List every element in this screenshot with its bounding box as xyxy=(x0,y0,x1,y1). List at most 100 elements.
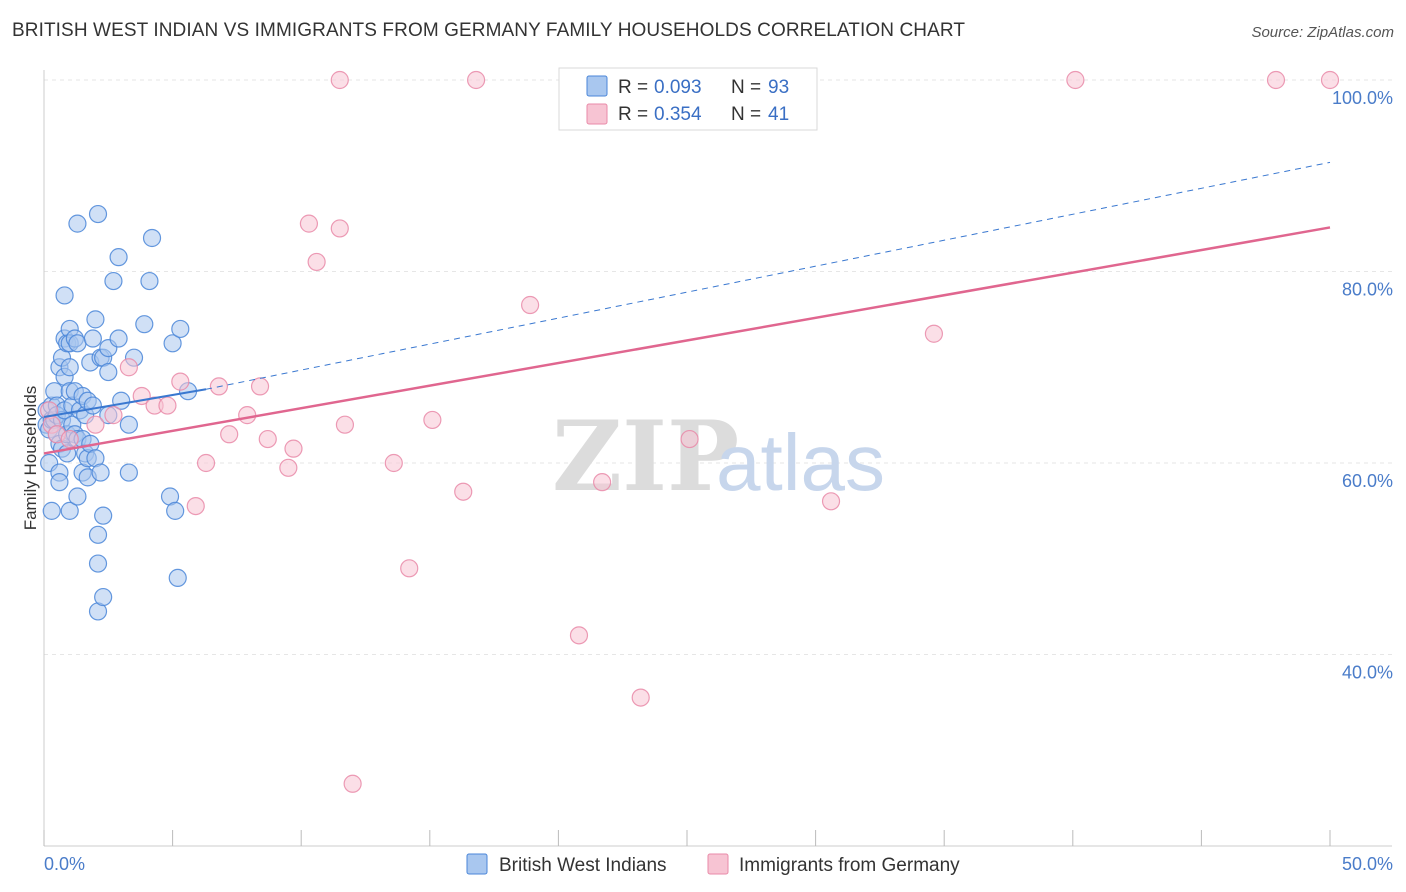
legend-n-value-pink: 41 xyxy=(768,104,789,125)
point-british-west-indians xyxy=(140,271,159,291)
point-immigrants-from-germany xyxy=(299,214,319,233)
y-tick-label: 40.0% xyxy=(1342,663,1393,683)
point-immigrants-from-germany xyxy=(521,295,540,315)
point-immigrants-from-germany xyxy=(250,377,270,396)
legend-r-label-pink: R = xyxy=(618,104,648,125)
legend-top: R = 0.093 N = 93 R = 0.354 N = 41 xyxy=(558,67,818,131)
point-british-west-indians xyxy=(104,271,123,291)
point-immigrants-from-germany xyxy=(258,429,277,449)
point-immigrants-from-germany xyxy=(569,626,589,645)
point-immigrants-from-germany xyxy=(680,429,699,449)
legend-n-label-blue: N = xyxy=(731,77,761,98)
chart-title: BRITISH WEST INDIAN VS IMMIGRANTS FROM G… xyxy=(12,20,966,41)
point-immigrants-from-germany xyxy=(821,492,841,511)
point-british-west-indians xyxy=(86,310,105,329)
point-immigrants-from-germany xyxy=(1266,70,1286,90)
legend-r-value-pink: 0.354 xyxy=(654,104,702,125)
point-immigrants-from-germany xyxy=(119,358,138,377)
bottom-legend-swatch-blue xyxy=(466,853,488,875)
point-immigrants-from-germany xyxy=(400,559,419,578)
point-british-west-indians xyxy=(42,501,61,520)
point-immigrants-from-germany xyxy=(284,439,303,458)
point-british-west-indians xyxy=(60,358,79,377)
trend-lines xyxy=(43,161,1331,455)
series-immigrants-from-germany xyxy=(40,70,1340,793)
point-british-west-indians xyxy=(68,214,87,233)
y-axis-label: Family Households xyxy=(21,386,40,531)
grid-layer xyxy=(44,79,1392,655)
x-tick-label: 50.0% xyxy=(1342,854,1393,874)
watermark: ZIP atlas xyxy=(552,400,885,513)
point-british-west-indians xyxy=(83,329,102,348)
point-british-west-indians xyxy=(88,204,108,224)
point-british-west-indians xyxy=(119,463,138,482)
legend-r-value-blue: 0.093 xyxy=(654,77,702,98)
legend-n-label-pink: N = xyxy=(731,104,761,125)
point-immigrants-from-germany xyxy=(1066,70,1085,90)
point-immigrants-from-germany xyxy=(631,688,650,707)
point-immigrants-from-germany xyxy=(593,473,612,492)
x-tick-label: 0.0% xyxy=(44,854,85,874)
legend-swatch-pink xyxy=(586,103,608,125)
bottom-legend-swatch-pink xyxy=(707,853,729,875)
trend-line-pink xyxy=(43,226,1331,455)
point-british-west-indians xyxy=(68,334,87,353)
point-british-west-indians xyxy=(88,525,108,544)
point-immigrants-from-germany xyxy=(171,372,190,391)
point-british-west-indians xyxy=(68,487,87,506)
point-british-west-indians xyxy=(91,463,110,482)
point-immigrants-from-germany xyxy=(307,252,326,272)
point-british-west-indians xyxy=(109,329,128,348)
point-immigrants-from-germany xyxy=(186,496,205,516)
y-tick-label: 100.0% xyxy=(1332,88,1393,108)
point-immigrants-from-germany xyxy=(220,425,239,444)
legend-r-label-blue: R = xyxy=(618,77,648,98)
point-immigrants-from-germany xyxy=(279,458,298,477)
point-immigrants-from-germany xyxy=(454,482,473,501)
point-immigrants-from-germany xyxy=(1320,70,1340,90)
watermark-zip: ZIP xyxy=(552,400,739,513)
tick-labels: 40.0% 60.0% 80.0% 100.0% 0.0% 50.0% xyxy=(44,88,1393,874)
trend-line-blue-solid xyxy=(43,388,207,419)
point-immigrants-from-germany xyxy=(335,415,355,434)
point-immigrants-from-germany xyxy=(384,453,403,473)
point-british-west-indians xyxy=(99,362,118,382)
point-immigrants-from-germany xyxy=(238,406,257,425)
point-immigrants-from-germany xyxy=(466,70,486,90)
point-british-west-indians xyxy=(50,473,69,492)
point-british-west-indians xyxy=(55,286,74,305)
point-immigrants-from-germany xyxy=(104,406,123,425)
legend-n-value-blue: 93 xyxy=(768,77,789,98)
point-immigrants-from-germany xyxy=(924,324,944,343)
point-british-west-indians xyxy=(88,554,108,573)
point-immigrants-from-germany xyxy=(343,774,362,793)
point-british-west-indians xyxy=(135,315,154,334)
point-immigrants-from-germany xyxy=(423,410,442,430)
y-tick-label: 60.0% xyxy=(1342,471,1393,491)
point-british-west-indians xyxy=(171,319,190,339)
point-immigrants-from-germany xyxy=(330,70,349,90)
point-british-west-indians xyxy=(94,587,113,607)
trend-line-blue-dashed xyxy=(205,161,1331,390)
point-british-west-indians xyxy=(142,228,162,248)
bottom-legend-label-blue: British West Indians xyxy=(499,855,667,876)
point-immigrants-from-germany xyxy=(86,415,105,434)
point-immigrants-from-germany xyxy=(158,396,177,415)
watermark-atlas: atlas xyxy=(716,418,885,507)
bottom-legend-label-pink: Immigrants from Germany xyxy=(739,855,960,876)
point-british-west-indians xyxy=(168,568,187,588)
y-tick-label: 80.0% xyxy=(1342,280,1393,300)
legend-swatch-blue xyxy=(586,75,608,97)
point-british-west-indians xyxy=(94,506,113,525)
point-immigrants-from-germany xyxy=(196,453,216,473)
point-british-west-indians xyxy=(166,501,185,520)
point-british-west-indians xyxy=(109,248,128,267)
point-immigrants-from-germany xyxy=(60,429,79,449)
point-immigrants-from-germany xyxy=(330,219,349,238)
legend-bottom: British West Indians Immigrants from Ger… xyxy=(466,853,960,876)
point-british-west-indians xyxy=(60,501,79,520)
source-label: Source: ZipAtlas.com xyxy=(1251,24,1394,41)
point-british-west-indians xyxy=(119,415,138,434)
point-british-west-indians xyxy=(163,334,182,353)
